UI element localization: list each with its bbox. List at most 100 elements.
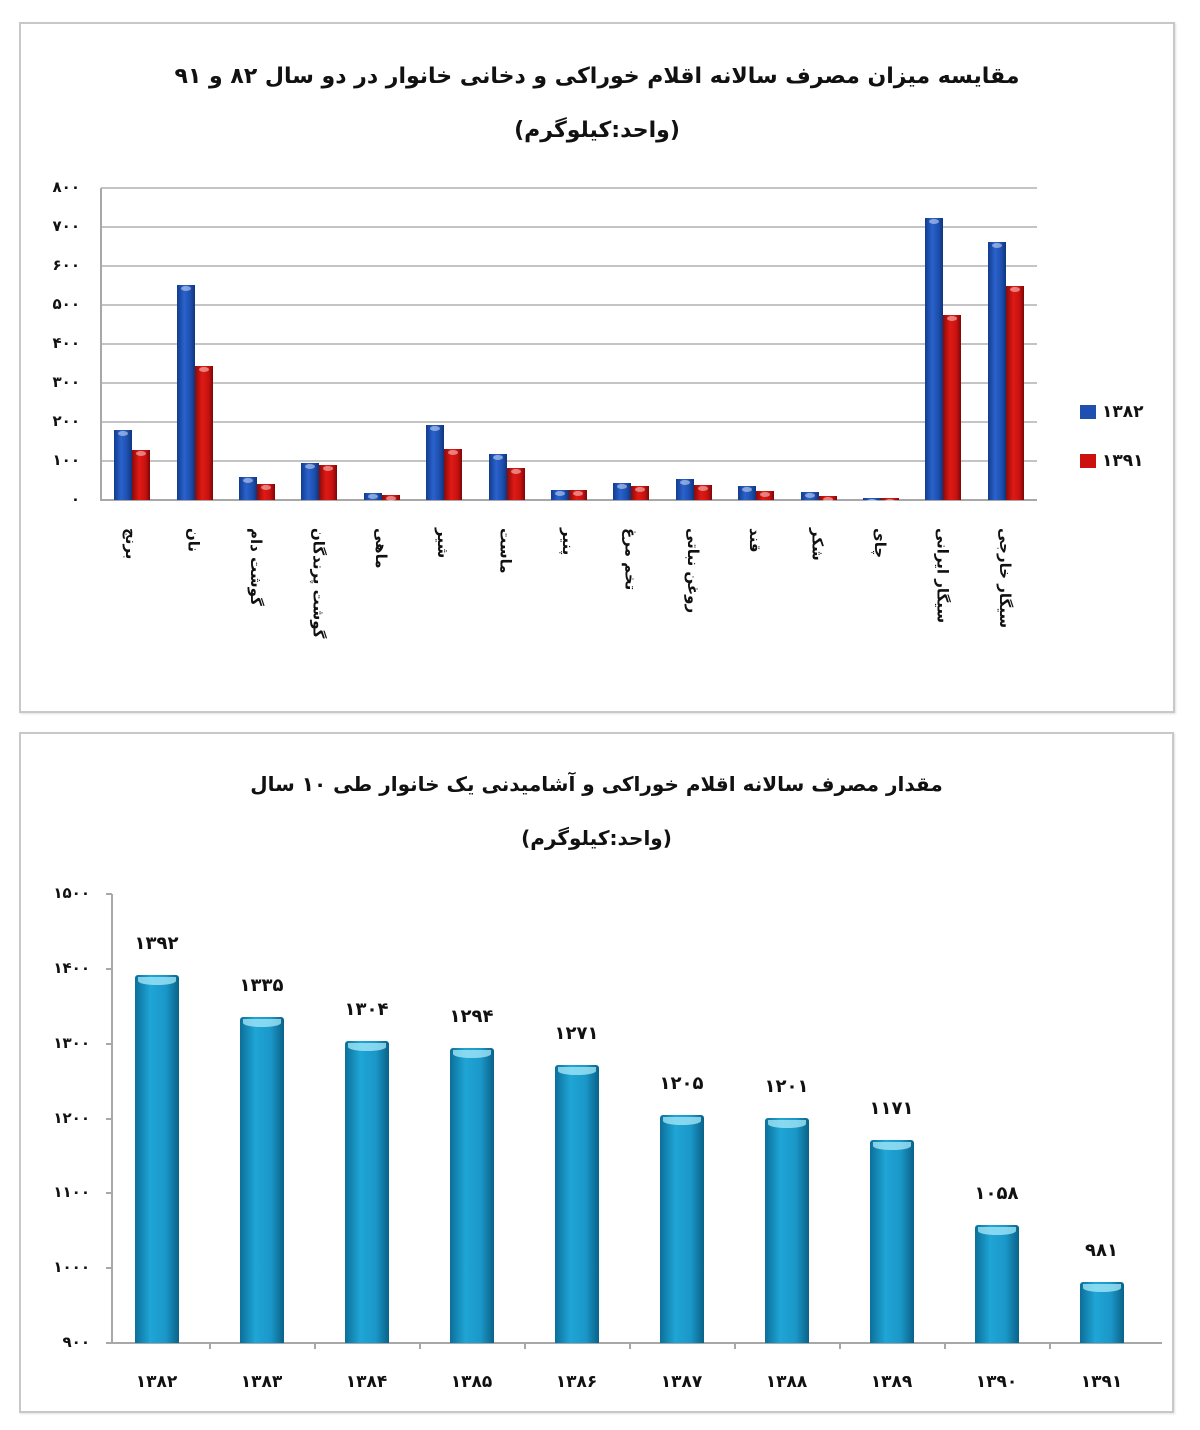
gridline (101, 382, 1037, 384)
chart2-plot-area (112, 894, 1162, 1343)
x-tick-mark (734, 1343, 736, 1349)
bar-1382 (301, 462, 320, 500)
bar (869, 1140, 914, 1343)
y-tick-label: ۵۰۰ (52, 295, 80, 313)
legend-label: ۱۳۸۲ (1102, 402, 1144, 422)
bar-1391 (631, 486, 650, 500)
x-category-label: روغن نباتی (683, 528, 702, 614)
bar (554, 1065, 599, 1343)
x-category-label: شکر (808, 528, 827, 561)
x-tick-mark (524, 1343, 526, 1349)
x-category-label: ۱۳۸۶ (555, 1372, 598, 1392)
gridline (101, 226, 1037, 228)
x-tick-mark (419, 1343, 421, 1349)
x-category-label: ۱۳۸۳ (240, 1372, 283, 1392)
bar-1391 (381, 495, 400, 501)
x-category-label: گوشت دام (247, 528, 265, 606)
bar-1382 (363, 492, 382, 500)
bar-1391 (444, 449, 463, 500)
data-label: ۹۸۱ (1085, 1240, 1118, 1262)
bar-1391 (569, 489, 587, 500)
bar (1079, 1282, 1124, 1343)
x-category-label: ۱۳۹۰ (975, 1372, 1018, 1392)
bar-1391 (506, 468, 525, 500)
bar (134, 974, 179, 1343)
x-category-label: برنج (122, 528, 141, 560)
gridline (101, 460, 1037, 462)
y-tick-mark (106, 1117, 112, 1120)
x-category-label: گوشت پرندگان (309, 528, 328, 639)
x-category-label: ۱۳۸۷ (660, 1372, 703, 1392)
bar (974, 1224, 1019, 1343)
data-label: ۱۲۰۱ (764, 1075, 809, 1097)
bar (239, 1017, 284, 1343)
x-category-label: ماست (496, 528, 515, 574)
bar-1391 (756, 490, 775, 500)
gridline (101, 343, 1037, 345)
bar-1382 (800, 492, 819, 500)
y-tick-label: ۷۰۰ (52, 217, 80, 235)
bar-1382 (114, 429, 133, 500)
legend-label: ۱۳۹۱ (1102, 451, 1144, 471)
x-tick-mark (944, 1343, 946, 1349)
bar-1382 (426, 425, 445, 500)
x-category-label: ۱۳۸۸ (765, 1372, 808, 1392)
y-tick-label: ۱۵۰۰ (53, 884, 90, 902)
y-axis-line (111, 894, 113, 1344)
y-tick-label: ۱۴۰۰ (53, 958, 90, 977)
bar-1382 (925, 218, 944, 500)
x-tick-mark (1049, 1343, 1051, 1349)
x-category-label: پنیر (559, 528, 577, 556)
bar-1382 (987, 241, 1006, 500)
bar-1391 (693, 485, 712, 500)
y-tick-mark (106, 893, 112, 895)
x-category-label: سیگار ایرانی (933, 528, 952, 624)
y-axis-line (100, 188, 102, 501)
bar-1382 (176, 285, 195, 500)
legend-swatch-red (1080, 454, 1096, 468)
data-label: ۱۱۷۱ (869, 1098, 914, 1120)
gridline (101, 421, 1037, 423)
bar (659, 1114, 704, 1343)
x-category-label: ۱۳۹۱ (1080, 1372, 1123, 1392)
gridline (101, 265, 1037, 267)
bar-1391 (257, 484, 275, 500)
x-category-label: ماهی (371, 528, 390, 569)
bar-1391 (881, 498, 899, 504)
y-tick-mark (106, 1042, 112, 1045)
y-tick-label: ۸۰۰ (52, 178, 80, 196)
x-category-label: قند (746, 528, 765, 553)
x-category-label: تخم مرغ (621, 528, 640, 591)
y-tick-label: ۲۰۰ (52, 412, 80, 430)
chart1-plot-area (101, 188, 1037, 505)
y-tick-label: ۹۰۰ (62, 1333, 90, 1351)
x-category-label: چای (871, 528, 889, 559)
x-tick-mark (209, 1343, 211, 1349)
data-label: ۱۰۵۸ (974, 1182, 1019, 1204)
x-category-label: شیر (434, 528, 453, 559)
x-category-label: ۱۳۸۹ (870, 1372, 913, 1392)
data-label: ۱۲۹۴ (449, 1006, 494, 1028)
chart2-subtitle: (واحد:کیلوگرم) (521, 826, 672, 850)
x-category-label: سیگار خارجی (995, 528, 1014, 629)
y-tick-mark (106, 1267, 112, 1270)
gridline (101, 187, 1037, 189)
data-label: ۱۲۰۵ (659, 1072, 704, 1094)
bar-1391 (132, 450, 151, 500)
data-label: ۱۲۷۱ (554, 1023, 599, 1045)
y-tick-label: ۴۰۰ (52, 334, 80, 352)
y-tick-label: ۱۰۰ (52, 451, 80, 469)
bar-1391 (1005, 286, 1024, 500)
bar-1382 (738, 486, 757, 500)
bar-1382 (551, 489, 569, 500)
bar-1391 (194, 365, 213, 500)
bar-1391 (943, 315, 962, 500)
x-axis-line (101, 499, 1037, 501)
bar (344, 1040, 389, 1343)
y-tick-mark (106, 1192, 112, 1195)
y-tick-mark (106, 967, 112, 970)
x-tick-mark (314, 1343, 316, 1349)
x-tick-mark (839, 1343, 841, 1349)
data-label: ۱۳۹۲ (134, 932, 179, 954)
legend-swatch-blue (1080, 405, 1096, 419)
